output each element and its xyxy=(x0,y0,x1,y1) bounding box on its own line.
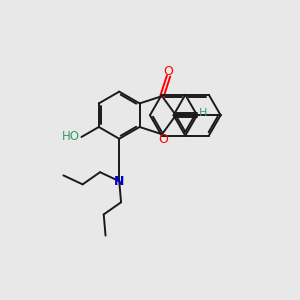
Text: O: O xyxy=(164,65,173,78)
Text: N: N xyxy=(114,175,124,188)
Text: HO: HO xyxy=(62,130,80,143)
Text: O: O xyxy=(158,133,168,146)
Text: H: H xyxy=(199,107,207,118)
